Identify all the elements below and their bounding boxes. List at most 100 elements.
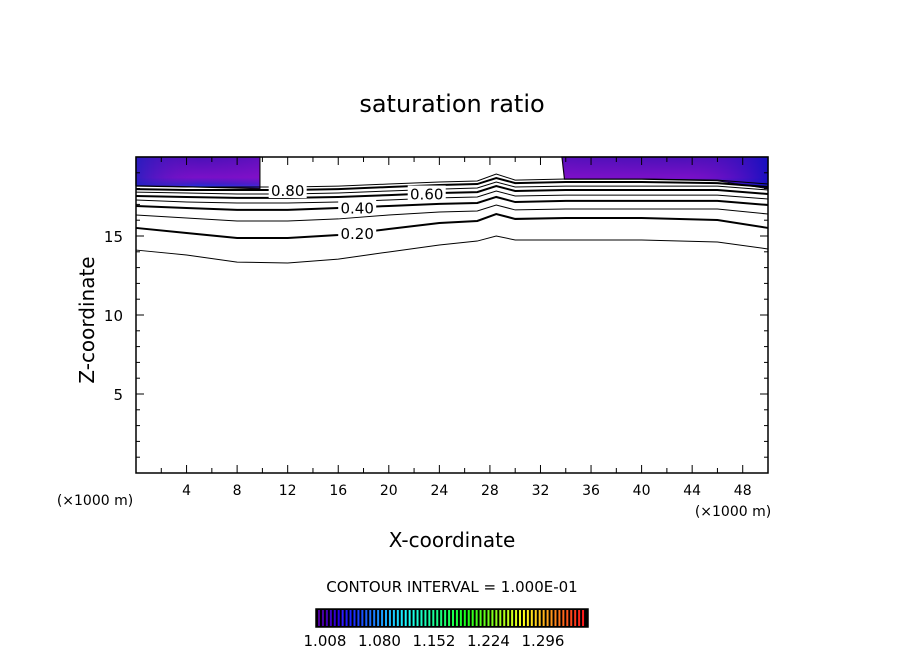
colorbar-stripe [396,610,399,626]
contour-label-bg [407,185,446,202]
colorbar-stripe [475,610,478,626]
colorbar-tick-label: 1.080 [358,632,401,650]
colorbar-stripe [420,610,423,626]
colorbar-stripe [436,610,439,626]
contour-line-0.6 [135,185,769,199]
colorbar-stripe [388,610,391,626]
colorbar-stripe [530,610,533,626]
colorbar-stripe [416,610,419,626]
colorbar-stripe [361,610,364,626]
contour-line-0.4 [135,195,769,211]
contour-interval-label: CONTOUR INTERVAL = 1.000E-01 [326,578,577,596]
colorbar-stripe [534,610,537,626]
colorbar-stripe [558,610,561,626]
colorbar-stripe [542,610,545,626]
colorbar-stripe [574,610,577,626]
contour-line-0.7 [135,181,769,195]
colorbar-stripe [432,610,435,626]
colorbar-stripe [538,610,541,626]
contour-label-bg [338,199,377,216]
colorbar-stripe [519,610,521,626]
colorbar-stripe [373,610,376,626]
contour-line-0.8 [135,176,769,192]
supersaturated-right-shade [561,157,768,189]
contour-label: 0.60 [410,186,443,204]
colorbar-stripe [467,610,470,626]
colorbar-stripe [357,610,360,626]
colorbar-stripe [353,610,356,626]
colorbar-stripe [479,610,482,626]
colorbar-stripe [337,610,340,626]
contour-line-0.2 [135,212,769,240]
colorbar-stripe [392,610,395,626]
colorbar-stripe [550,610,553,626]
colorbar-stripe [318,610,320,626]
y-tick-label: 15 [104,228,123,246]
contour-label-bg [268,182,307,199]
colorbar-stripe [385,610,387,626]
colorbar-stripe [495,610,498,626]
colorbar-stripe [333,610,336,626]
colorbar-stripe [487,610,490,626]
colorbar-stripe [452,610,454,626]
colorbar-stripe [381,610,384,626]
chart-title: saturation ratio [359,90,544,118]
contour-label: 0.20 [340,225,373,243]
colorbar-stripe [341,610,344,626]
y-tick-label: 5 [113,386,123,404]
colorbar-stripe [578,610,581,626]
colorbar-stripe [365,610,368,626]
colorbar-stripe [546,610,549,626]
colorbar-stripe [562,610,565,626]
colorbar-stripe [408,610,411,626]
x-tick-label: 20 [380,483,398,499]
colorbar-stripe [455,610,458,626]
x-tick-label: 28 [481,483,499,499]
colorbar-stripe [440,610,443,626]
colorbar-stripe [526,610,529,626]
colorbar-stripe [369,610,372,626]
x-tick-label: 12 [279,483,297,499]
colorbar-stripe [570,610,573,626]
colorbar-frame [315,608,589,628]
x-tick-label: 4 [182,483,191,499]
contour-label: 0.40 [340,199,373,217]
colorbar-tick-label: 1.152 [413,632,456,650]
colorbar-stripe [412,610,415,626]
colorbar-stripe [471,610,474,626]
y-axis-label: Z-coordinate [75,256,99,383]
x-axis-label: X-coordinate [389,528,516,552]
contour-line-0.5 [135,190,769,204]
colorbar-stripe [325,610,328,626]
x-tick-label: 8 [233,483,242,499]
contour-line-0.1 [135,235,769,264]
colorbar-stripe [444,610,447,626]
colorbar-stripe [349,610,352,626]
colorbar-stripe [582,610,585,626]
colorbar-stripe [491,610,494,626]
colorbar-tick-label: 1.296 [522,632,565,650]
colorbar-stripe [448,610,451,626]
y-tick-label: 10 [104,307,123,325]
colorbar-stripe [522,610,525,626]
contour-label-bg [338,224,377,241]
x-tick-label: 24 [430,483,448,499]
colorbar-stripe [345,610,348,626]
x-unit-right: (×1000 m) [695,504,771,520]
colorbar-stripe [400,610,403,626]
contour-line-0.3 [135,204,769,222]
colorbar-stripe [459,610,462,626]
filled-regions [135,156,769,190]
contour-labels: 0.20 0.40 0.60 0.80 [268,182,446,243]
colorbar-stripe [463,610,466,626]
x-tick-label: 32 [532,483,550,499]
colorbar-stripe [321,610,324,626]
x-tick-label: 16 [329,483,347,499]
contour-label: 0.80 [271,182,304,200]
colorbar-stripe [503,610,506,626]
colorbar-stripe [507,610,510,626]
colorbar-stripe [483,610,486,626]
x-tick-label: 36 [582,483,600,499]
